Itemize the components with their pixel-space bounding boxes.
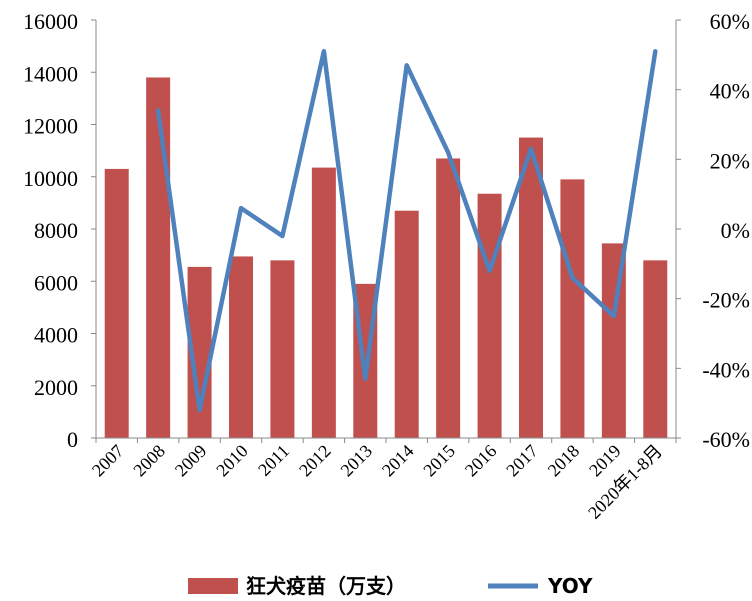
bar <box>311 167 336 438</box>
left-y-axis: 0 2000 4000 6000 8000 10000 12000 14000 16000 <box>23 9 96 452</box>
bar <box>104 168 129 438</box>
right-y-axis: -60% -40% -20% 0% 20% 40% 60% <box>676 9 750 452</box>
left-tick-label: 6000 <box>34 270 78 295</box>
x-tick-label: 2009 <box>171 441 211 481</box>
left-tick-label: 0 <box>67 427 78 452</box>
bar-series <box>104 77 668 439</box>
bar <box>394 210 419 438</box>
legend-line-label: YOY <box>547 574 593 598</box>
bar <box>436 158 461 438</box>
right-tick-label: 0% <box>721 218 750 243</box>
legend-bar-label: 狂犬疫苗（万支） <box>246 574 406 598</box>
x-tick-label: 2011 <box>254 441 293 480</box>
x-tick-label: 2007 <box>88 441 128 481</box>
bar <box>229 256 253 438</box>
right-tick-label: 60% <box>710 9 750 34</box>
right-tick-label: -20% <box>702 288 750 313</box>
x-tick-label: 2016 <box>461 441 501 481</box>
bar <box>643 260 668 438</box>
bar <box>477 193 502 438</box>
x-tick-label: 2012 <box>295 441 335 481</box>
left-tick-label: 16000 <box>23 9 78 34</box>
right-tick-label: -40% <box>702 357 750 382</box>
x-tick-label: 2015 <box>419 441 459 481</box>
line-series <box>155 49 658 413</box>
x-tick-label: 2020年1-8月 <box>584 441 666 523</box>
x-tick-label: 2010 <box>212 441 252 481</box>
right-tick-label: 40% <box>710 79 750 104</box>
left-tick-label: 14000 <box>23 61 78 86</box>
bar <box>560 179 585 439</box>
left-tick-label: 12000 <box>23 114 78 139</box>
bar <box>270 260 295 438</box>
legend: 狂犬疫苗（万支） YOY <box>188 574 593 598</box>
left-tick-label: 4000 <box>34 323 78 348</box>
left-tick-label: 2000 <box>34 375 78 400</box>
legend-bar-swatch <box>188 578 238 594</box>
right-tick-label: -60% <box>702 427 750 452</box>
left-tick-label: 8000 <box>34 218 78 243</box>
x-tick-label: 2014 <box>378 441 418 481</box>
bar <box>519 137 543 438</box>
x-tick-label: 2018 <box>544 441 584 481</box>
x-tick-label: 2008 <box>129 441 169 481</box>
left-tick-label: 10000 <box>23 166 78 191</box>
x-axis: 2007 2008 2009 2010 2011 2012 2013 2014 2015 2016… <box>88 438 677 523</box>
right-tick-label: 20% <box>710 148 750 173</box>
x-tick-label: 2013 <box>337 441 377 481</box>
x-tick-label: 2017 <box>502 441 542 481</box>
bar <box>146 77 171 438</box>
yoy-line <box>155 49 658 413</box>
